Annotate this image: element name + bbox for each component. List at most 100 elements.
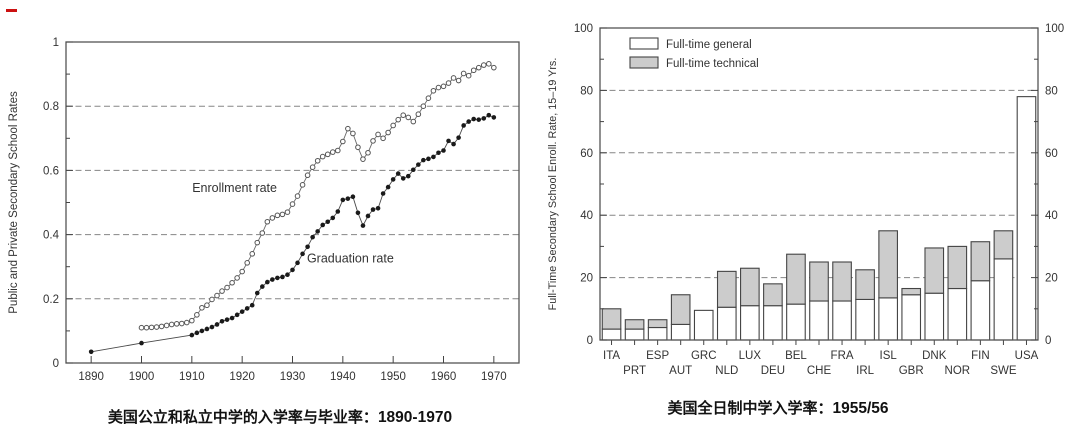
data-point-open-circle — [229, 279, 235, 286]
data-point-filled-circle — [350, 194, 356, 200]
data-point-filled-circle — [204, 326, 210, 332]
right-caption-text: 美国全日制中学入学率： — [667, 399, 833, 417]
data-point-open-circle — [324, 151, 331, 158]
data-point-open-circle — [410, 118, 417, 125]
data-point-open-circle — [440, 83, 447, 90]
data-point-open-circle — [395, 116, 402, 123]
bar-AUT-general — [670, 323, 691, 341]
data-point-filled-circle — [310, 234, 315, 240]
x-category-label: ITA — [603, 350, 620, 362]
data-point-open-circle — [289, 201, 296, 207]
bar-ITA-general — [601, 328, 622, 341]
x-tick-label: 1920 — [229, 371, 255, 383]
data-point-open-circle — [465, 72, 472, 79]
data-point-filled-circle — [209, 324, 215, 330]
x-category-label: GRC — [691, 350, 717, 362]
legend-label: Full-time technical — [666, 58, 759, 70]
data-point-open-circle — [350, 130, 356, 137]
data-point-open-circle — [224, 284, 230, 291]
data-point-filled-circle — [300, 251, 305, 257]
bar-BEL-general — [786, 303, 806, 341]
data-point-open-circle — [360, 156, 366, 162]
data-point-open-circle — [415, 111, 422, 118]
y-tick-label: 0 — [53, 358, 59, 370]
data-point-filled-circle — [295, 260, 300, 266]
data-point-filled-circle — [446, 138, 451, 144]
data-point-open-circle — [455, 77, 462, 84]
data-point-filled-circle — [456, 135, 461, 140]
data-point-filled-circle — [385, 184, 391, 190]
data-point-open-circle — [168, 321, 175, 328]
y-tick-label-right: 0 — [1045, 335, 1051, 347]
bar-SWE-technical — [993, 230, 1014, 260]
data-point-filled-circle — [194, 330, 200, 336]
data-point-filled-circle — [254, 290, 260, 296]
bar-ITA-technical — [601, 308, 622, 330]
data-point-filled-circle — [229, 315, 235, 321]
data-point-filled-circle — [290, 267, 295, 273]
line-chart: 0 0.2 0.4 0.6 0.8 1 1890 1900 1910 1920 1930 1940 19… — [8, 37, 520, 383]
data-point-open-circle — [385, 129, 391, 136]
y-tick-label-right: 20 — [1045, 273, 1058, 285]
data-point-filled-circle — [249, 302, 255, 308]
data-point-open-circle — [214, 292, 220, 299]
x-category-label: IRL — [856, 365, 875, 377]
x-category-label: NOR — [945, 365, 971, 377]
left-caption: 美国公立和私立中学的入学率与毕业率：1890-1970 — [60, 406, 500, 427]
data-point-filled-circle — [280, 274, 285, 280]
data-point-filled-circle — [431, 154, 436, 160]
data-point-open-circle — [234, 275, 240, 281]
y-tick-label: 0 — [587, 335, 593, 347]
data-point-open-circle — [304, 172, 311, 179]
data-point-filled-circle — [305, 244, 310, 250]
data-point-filled-circle — [285, 272, 290, 278]
data-point-filled-circle — [375, 205, 381, 211]
data-point-open-circle — [244, 260, 250, 266]
data-point-filled-circle — [370, 207, 376, 212]
data-point-filled-circle — [315, 229, 320, 234]
data-point-open-circle — [158, 323, 165, 330]
bar-FRA-general — [832, 300, 852, 341]
bar-NLD-general — [716, 306, 737, 341]
bar-FIN-technical — [970, 241, 991, 282]
x-tick-label: 1910 — [179, 371, 205, 383]
data-point-open-circle — [491, 64, 497, 71]
data-point-filled-circle — [139, 340, 144, 346]
x-category-label: FRA — [831, 350, 854, 362]
data-point-filled-circle — [481, 116, 487, 121]
x-category-label: FIN — [971, 350, 990, 362]
figure-bar-chart: ITA PRT ESP AUT GRC NLD LUX DEU BEL CHE FRA IRL ISL G… — [540, 0, 1080, 445]
data-point-filled-circle — [265, 279, 270, 285]
bar-CHE-technical — [809, 261, 829, 302]
x-category-label: AUT — [669, 365, 692, 377]
bar-NOR-general — [947, 287, 968, 341]
data-point-open-circle — [173, 321, 180, 327]
data-point-open-circle — [450, 75, 457, 81]
data-point-open-circle — [254, 239, 261, 246]
x-category-label: BEL — [785, 350, 807, 362]
left-caption-range: 1890-1970 — [377, 409, 453, 426]
data-point-open-circle — [314, 157, 321, 164]
bar-LUX-general — [740, 305, 760, 341]
data-point-open-circle — [460, 70, 467, 77]
data-point-filled-circle — [461, 123, 466, 128]
data-point-open-circle — [269, 215, 276, 221]
y-tick-label-right: 40 — [1045, 210, 1058, 222]
y-tick-label: 0.8 — [43, 101, 59, 113]
series-label: Enrollment rate — [192, 181, 277, 195]
bar-ESP-general — [647, 326, 668, 341]
x-tick-label: 1900 — [129, 371, 155, 383]
data-point-filled-circle — [380, 191, 386, 196]
data-point-open-circle — [430, 87, 437, 94]
data-point-filled-circle — [486, 112, 492, 118]
legend-swatch-technical — [629, 56, 659, 69]
data-point-open-circle — [335, 147, 341, 154]
y-tick-label: 60 — [580, 148, 593, 160]
red-cursor-mark — [6, 9, 17, 12]
data-point-open-circle — [329, 149, 336, 155]
data-point-filled-circle — [275, 275, 280, 281]
y-tick-label: 80 — [580, 85, 593, 97]
data-point-filled-circle — [340, 197, 346, 203]
data-point-filled-circle — [416, 162, 421, 167]
data-point-filled-circle — [491, 115, 497, 120]
